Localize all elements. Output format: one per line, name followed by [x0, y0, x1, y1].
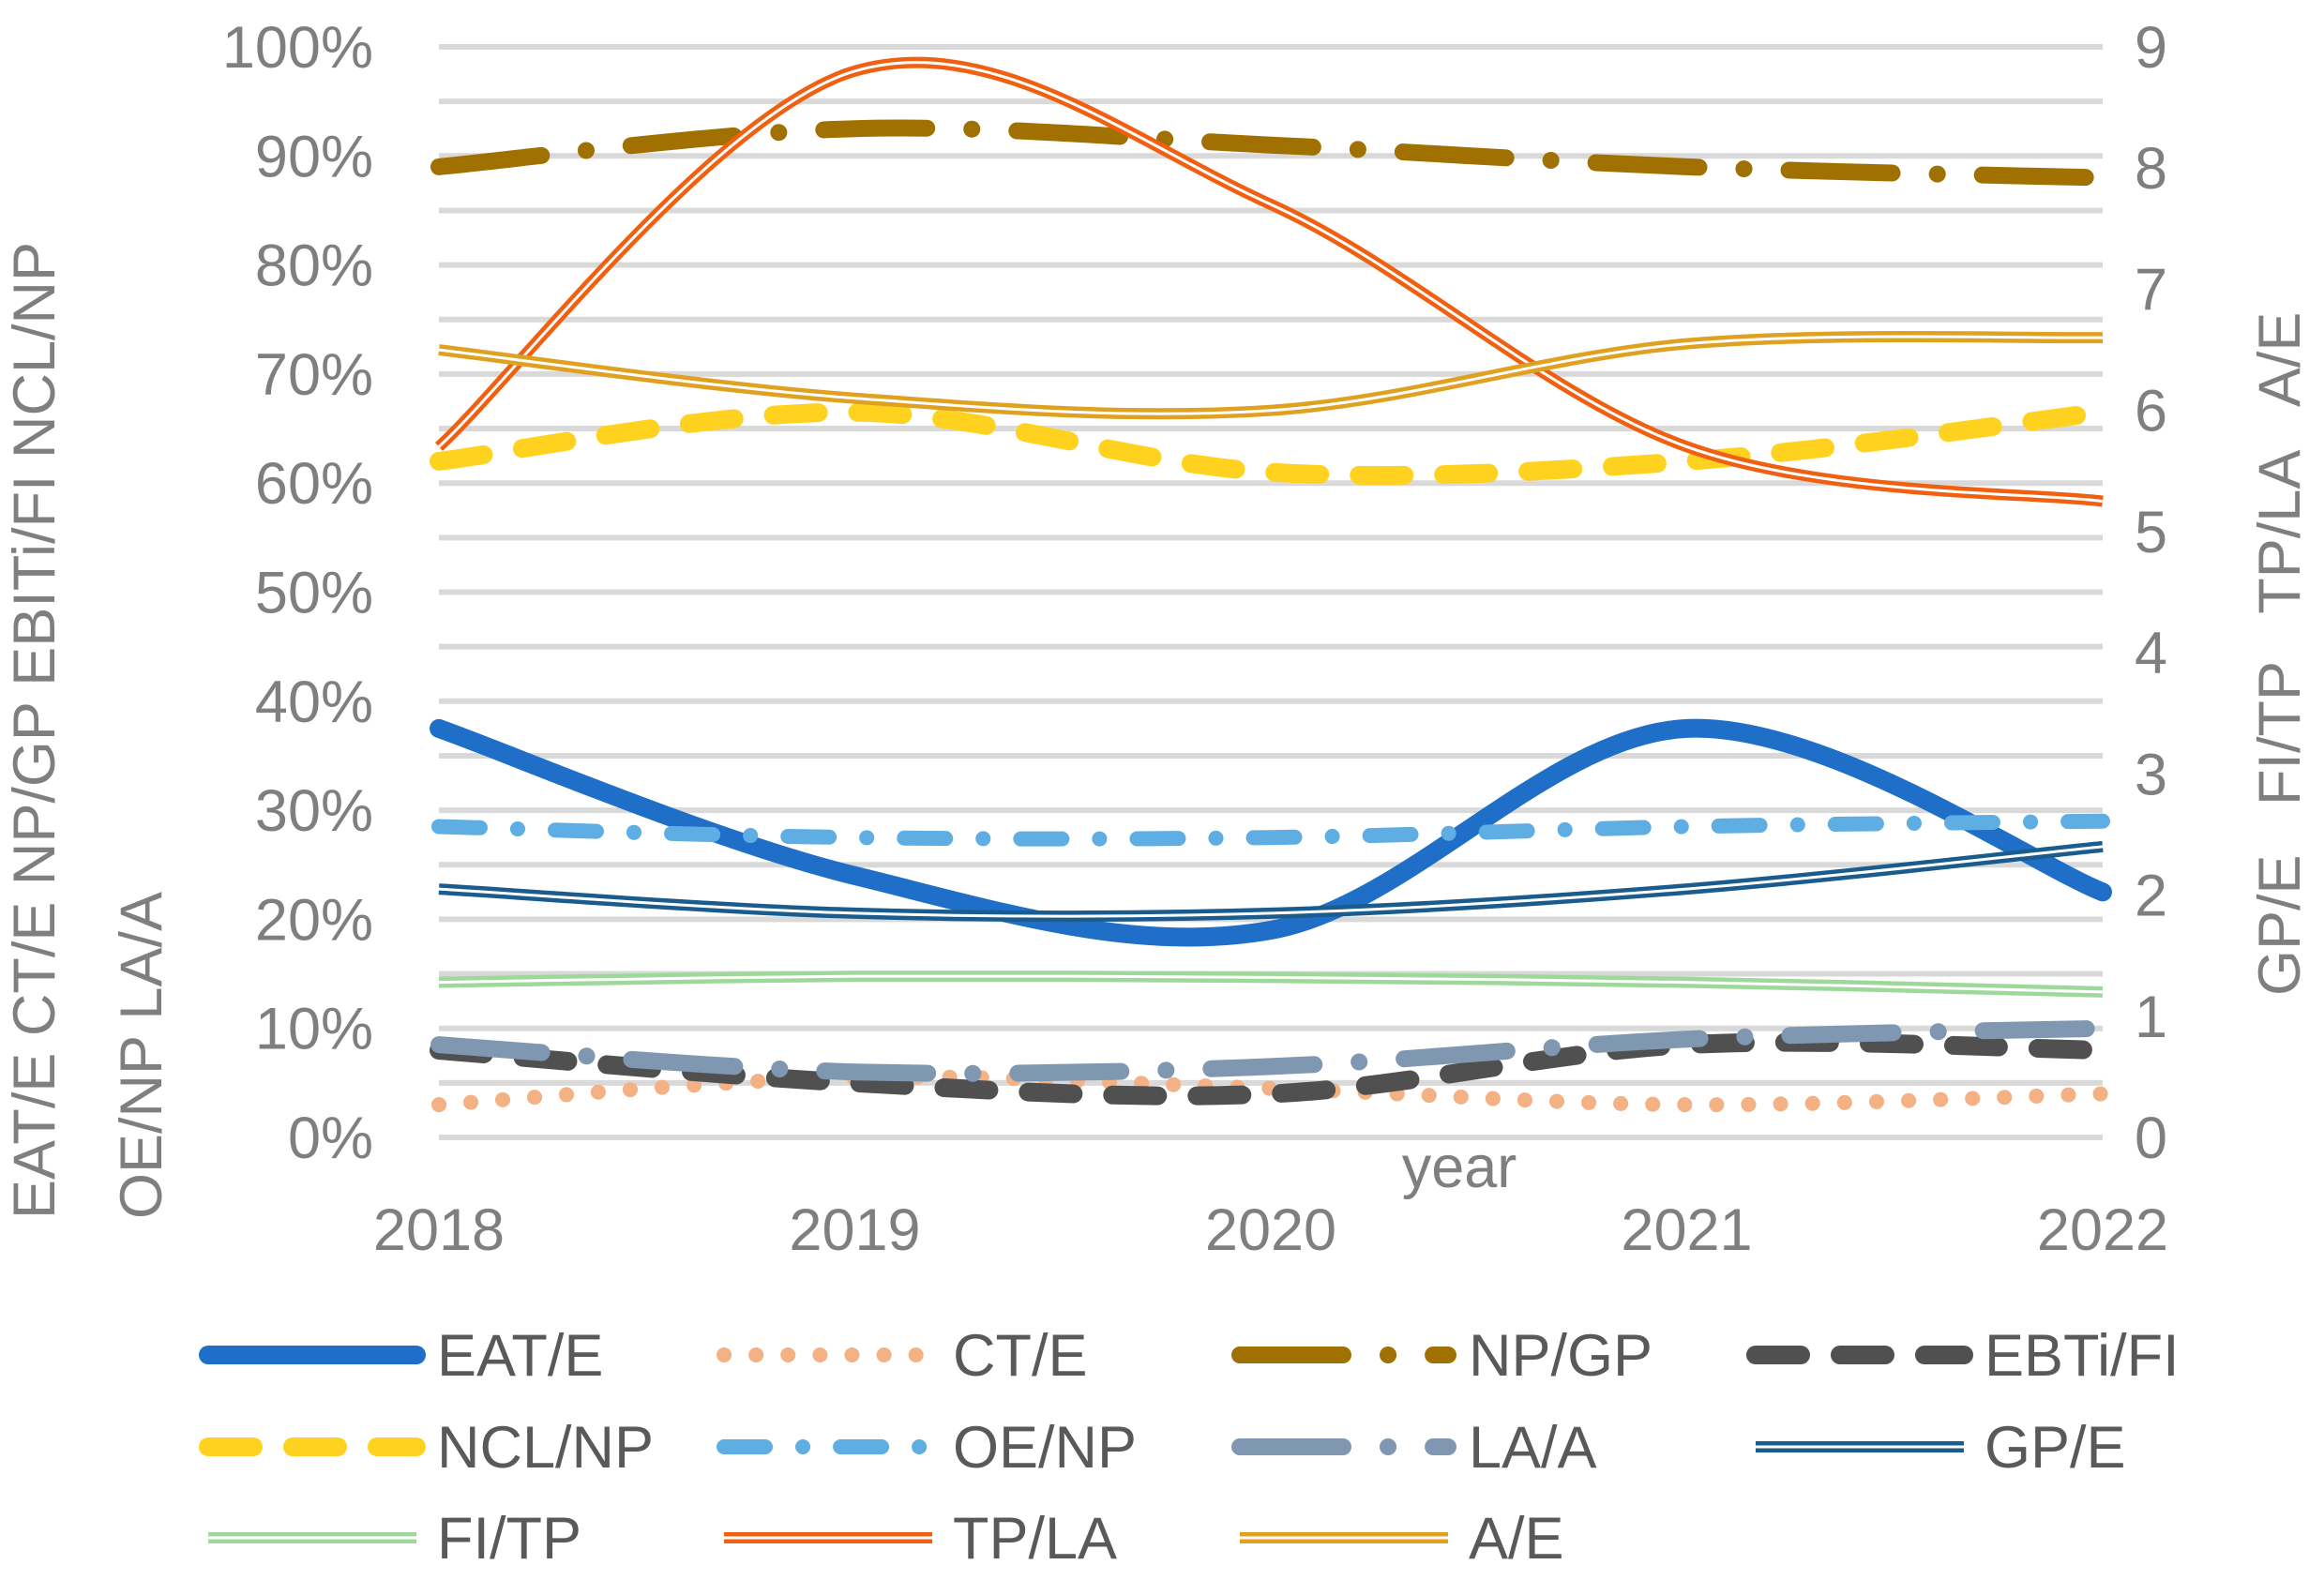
y-left-tick-label: 100% — [222, 15, 373, 81]
x-tick-label: 2022 — [2037, 1197, 2168, 1263]
series-line-tp-la — [434, 56, 2104, 507]
legend-label-oe-np: OE/NP — [953, 1415, 1137, 1481]
y-left-tick-label: 60% — [255, 451, 373, 517]
y-left-tick-label: 90% — [255, 124, 373, 189]
legend-label-ncl-np: NCL/NP — [437, 1415, 654, 1481]
y-left-tick-label: 80% — [255, 233, 373, 299]
y-right-tick-label: 6 — [2135, 379, 2167, 444]
y-left-axis-title-line1: EAT/E CT/E NP/GP EBITi/FI NCL/NP — [2, 242, 68, 1219]
legend-label-ebti-fi: EBTi/FI — [1984, 1323, 2180, 1389]
y-right-tick-label: 5 — [2135, 500, 2167, 565]
legend-label-a-e: A/E — [1469, 1506, 1564, 1572]
series-line-ncl-np — [430, 402, 2112, 485]
y-left-tick-label: 50% — [255, 561, 373, 626]
series-line-oe-np — [431, 813, 2110, 847]
y-right-tick-label: 3 — [2135, 742, 2167, 807]
legend-label-np-gp: NP/GP — [1469, 1323, 1652, 1389]
series-line-np-gp — [430, 119, 2111, 187]
series-line-gp-e-inner — [438, 845, 2104, 918]
y-right-tick-label: 1 — [2135, 985, 2167, 1050]
legend-label-fi-tp: FI/TP — [437, 1506, 581, 1572]
y-left-tick-label: 40% — [255, 670, 373, 735]
series-line-a-e-inner — [438, 335, 2104, 415]
legend-label-eat-e: EAT/E — [437, 1323, 603, 1389]
legend-label-tp-la: TP/LA — [953, 1506, 1117, 1572]
x-axis-title: year — [1402, 1135, 1517, 1200]
y-left-tick-label: 70% — [255, 342, 373, 408]
legend-label-ct-e: CT/E — [953, 1323, 1088, 1389]
y-left-axis-title-line2: OE/NP LA/A — [109, 892, 174, 1219]
x-tick-label: 2019 — [789, 1197, 920, 1263]
series-line-la-a — [430, 1019, 2111, 1082]
series-line-fi-tp-inner — [438, 974, 2104, 994]
y-right-tick-label: 2 — [2135, 864, 2167, 929]
y-left-tick-label: 0% — [288, 1106, 373, 1171]
y-right-tick-label: 9 — [2135, 15, 2167, 81]
series-lines — [430, 56, 2112, 1113]
series-line-ct-e — [431, 1069, 2110, 1113]
y-right-tick-label: 7 — [2135, 257, 2167, 323]
y-left-tick-label: 10% — [255, 997, 373, 1062]
legend-label-gp-e: GP/E — [1984, 1415, 2126, 1481]
y-right-tick-label: 8 — [2135, 136, 2167, 202]
y-right-axis-title: GP/E FI/TP TP/LA A/E — [2247, 312, 2313, 996]
y-right-tick-label: 4 — [2135, 621, 2167, 686]
legend-label-la-a: LA/A — [1469, 1415, 1597, 1481]
x-tick-label: 2020 — [1205, 1197, 1336, 1263]
x-tick-label: 2018 — [373, 1197, 505, 1263]
y-left-tick-label: 20% — [255, 887, 373, 953]
series-line-tp-la-inner — [437, 61, 2104, 504]
legend: EAT/E CT/E NP/GP EBTi/FI NCL/NP OE/NP LA/A GP/E… — [199, 1323, 2180, 1572]
tick-labels: 0% 10% 20% 30% 40% 50% 60% 70% 80% 90% 100% 0 1 2 3 4 5 6… — [222, 15, 2168, 1263]
x-tick-label: 2021 — [1621, 1197, 1752, 1263]
y-right-tick-label: 0 — [2135, 1106, 2167, 1171]
y-left-tick-label: 30% — [255, 778, 373, 844]
